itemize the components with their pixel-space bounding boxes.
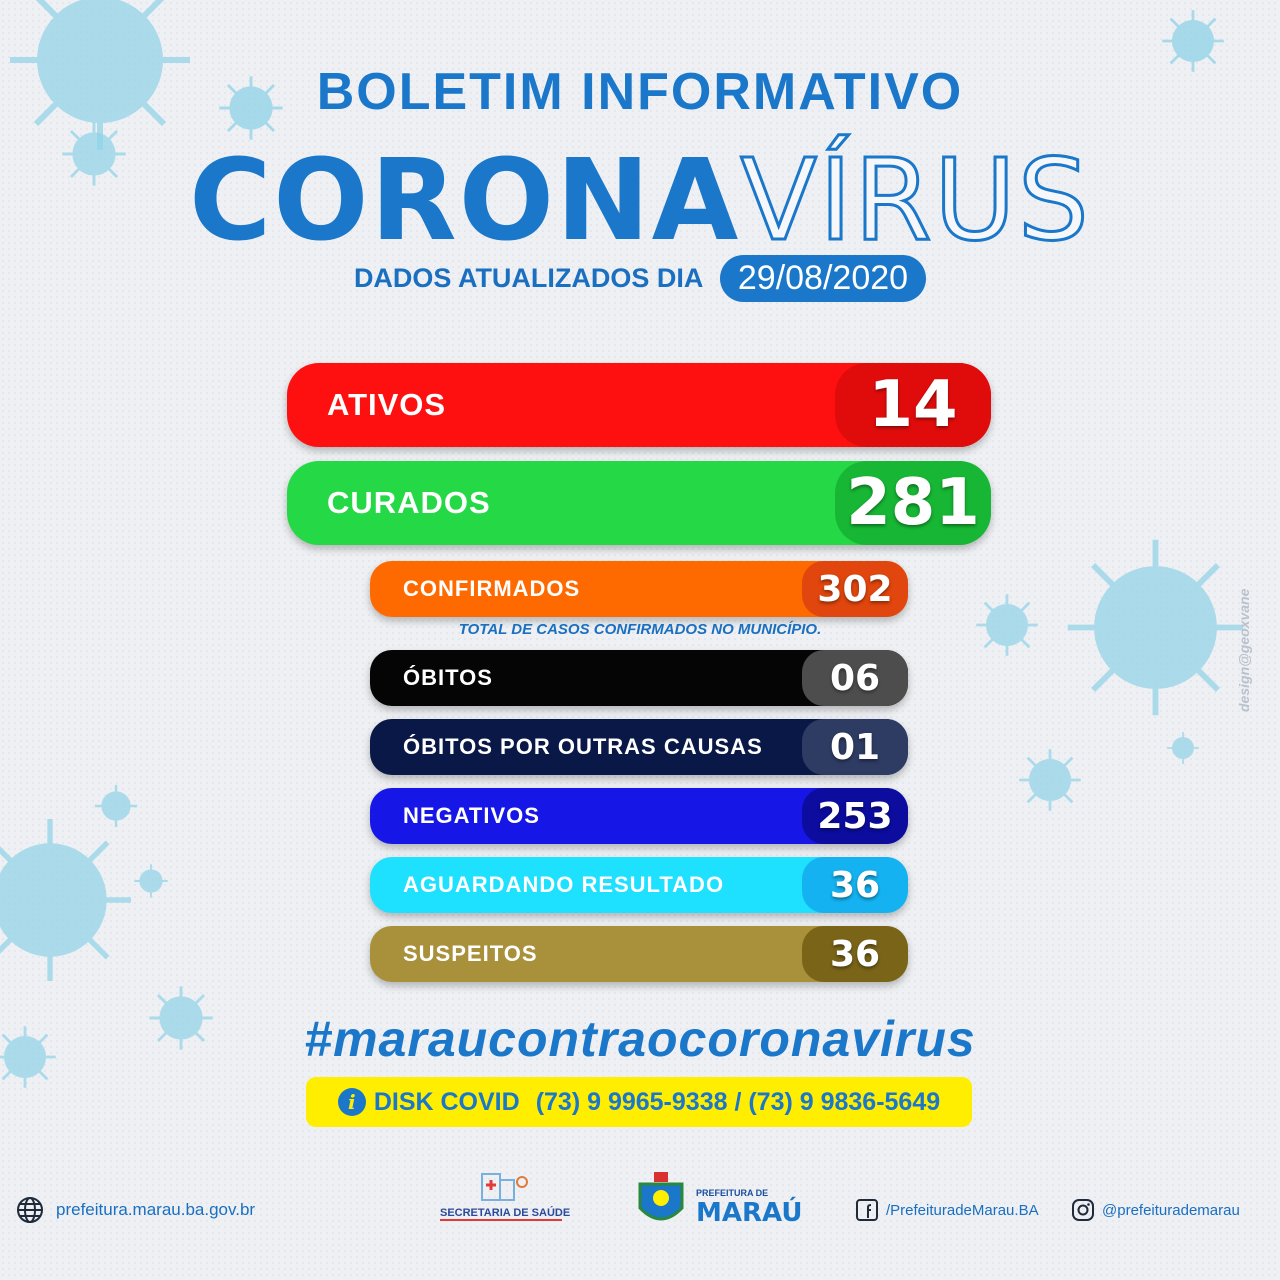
stat-negativos: NEGATIVOS 253 bbox=[370, 788, 908, 844]
facebook-icon bbox=[856, 1199, 878, 1221]
updated-label: DADOS ATUALIZADOS DIA bbox=[353, 263, 704, 293]
prefeitura-logo-big: MARAÚ bbox=[696, 1198, 803, 1228]
globe-icon bbox=[17, 1197, 43, 1223]
coat-of-arms-icon bbox=[638, 1172, 684, 1221]
bulletin-heading: BOLETIM INFORMATIVO bbox=[316, 63, 964, 121]
instagram-link[interactable]: @prefeiturademarau bbox=[1072, 1190, 1240, 1230]
facebook-text: /PrefeituradeMarau.BA bbox=[886, 1201, 1039, 1219]
stat-label: CURADOS bbox=[327, 485, 491, 520]
instagram-icon bbox=[1072, 1199, 1094, 1221]
stat-value: 36 bbox=[802, 926, 908, 982]
stat-value: 01 bbox=[802, 719, 908, 775]
virus-icon bbox=[1162, 10, 1224, 72]
stat-label: ÓBITOS POR OUTRAS CAUSAS bbox=[403, 734, 763, 759]
prefeitura-marau-logo: PREFEITURA DE MARAÚ bbox=[632, 1166, 802, 1234]
secretaria-logo-text: SECRETARIA DE SAÚDE bbox=[440, 1207, 571, 1221]
stat-suspeitos: SUSPEITOS 36 bbox=[370, 926, 908, 982]
virus-icon bbox=[10, 0, 190, 150]
disk-covid-banner: i DISK COVID (73) 9 9965-9338 / (73) 9 9… bbox=[306, 1077, 972, 1127]
virus-icon bbox=[1167, 732, 1199, 764]
stat-label: CONFIRMADOS bbox=[403, 576, 581, 601]
stat-label: SUSPEITOS bbox=[403, 941, 538, 966]
virus-icon bbox=[1067, 539, 1244, 716]
disk-covid-phones: (73) 9 9965-9338 / (73) 9 9836-5649 bbox=[535, 1087, 941, 1116]
stat-value: 06 bbox=[802, 650, 908, 706]
prefeitura-logo-small: PREFEITURA DE bbox=[696, 1188, 769, 1198]
website-text: prefeitura.marau.ba.gov.br bbox=[56, 1200, 256, 1219]
virus-icon bbox=[94, 784, 138, 828]
title-corona: CORONA bbox=[189, 136, 741, 266]
instagram-text: @prefeiturademarau bbox=[1102, 1201, 1240, 1219]
stat-curados: CURADOS 281 bbox=[287, 461, 991, 545]
stat-confirmados: CONFIRMADOS 302 bbox=[370, 561, 908, 617]
disk-covid-label: DISK COVID bbox=[373, 1087, 520, 1116]
stat-value: 253 bbox=[802, 788, 908, 844]
virus-icon bbox=[149, 986, 213, 1050]
stat-obitos: ÓBITOS 06 bbox=[370, 650, 908, 706]
hashtag: #maraucontraocoronavirus bbox=[304, 1011, 976, 1067]
virus-icon bbox=[0, 1026, 56, 1088]
stat-obitos-outras-causas: ÓBITOS POR OUTRAS CAUSAS 01 bbox=[370, 719, 908, 775]
website-link[interactable]: prefeitura.marau.ba.gov.br bbox=[16, 1190, 255, 1230]
secretaria-saude-logo: SECRETARIA DE SAÚDE bbox=[440, 1168, 571, 1230]
virus-icon bbox=[0, 819, 131, 981]
virus-icon bbox=[976, 594, 1038, 656]
title-virus: VÍRUS bbox=[739, 135, 1091, 268]
stat-value: 14 bbox=[835, 363, 991, 447]
confirmados-note: TOTAL DE CASOS CONFIRMADOS NO MUNICÍPIO. bbox=[458, 621, 822, 638]
stat-label: AGUARDANDO RESULTADO bbox=[403, 872, 725, 897]
stat-label: ATIVOS bbox=[327, 387, 447, 422]
stat-value: 302 bbox=[802, 561, 908, 617]
stat-label: NEGATIVOS bbox=[403, 803, 540, 828]
facebook-link[interactable]: /PrefeituradeMarau.BA bbox=[856, 1190, 1039, 1230]
updated-date-badge: 29/08/2020 bbox=[719, 255, 927, 302]
page-title: CORONAVÍRUS bbox=[0, 135, 1280, 268]
virus-icon bbox=[1019, 749, 1081, 811]
stat-ativos: ATIVOS 14 bbox=[287, 363, 991, 447]
stat-value: 281 bbox=[835, 461, 991, 545]
virus-icon bbox=[219, 76, 283, 140]
updated-row: DADOS ATUALIZADOS DIA 29/08/2020 bbox=[0, 255, 1280, 302]
stat-label: ÓBITOS bbox=[403, 665, 493, 690]
virus-icon bbox=[62, 122, 126, 186]
stat-value: 36 bbox=[802, 857, 908, 913]
health-building-icon bbox=[481, 1173, 528, 1201]
designer-credit: design@geoxvane bbox=[1236, 588, 1252, 712]
stat-aguardando: AGUARDANDO RESULTADO 36 bbox=[370, 857, 908, 913]
info-icon: i bbox=[337, 1088, 366, 1116]
virus-icon bbox=[134, 864, 168, 898]
